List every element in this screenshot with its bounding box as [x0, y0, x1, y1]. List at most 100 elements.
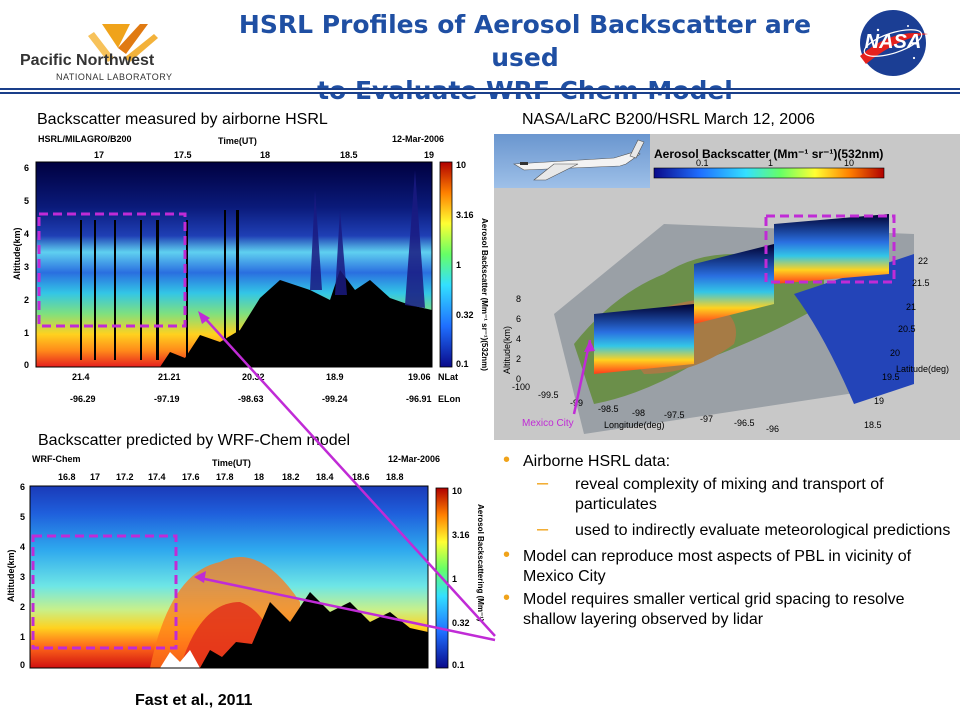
3d-cbar-tick: 0.1 — [696, 158, 709, 168]
wrf-y-tick: 4 — [20, 542, 25, 552]
hsrl-time-tick: 18 — [260, 150, 270, 160]
caption-3d: NASA/LaRC B200/HSRL March 12, 2006 — [522, 111, 815, 128]
3d-lat-tick: 21 — [906, 302, 916, 312]
hsrl-y-tick: 3 — [24, 262, 29, 272]
hsrl-data-gaps — [80, 210, 239, 360]
3d-alt-tick: 0 — [516, 374, 521, 384]
3d-highlight-box — [764, 214, 896, 284]
wrf-id-label: WRF-Chem — [32, 454, 81, 464]
caption-hsrl: Backscatter measured by airborne HSRL — [37, 111, 328, 128]
wrf-y-tick: 3 — [20, 572, 25, 582]
nasa-wordmark: NASA — [864, 31, 922, 53]
wrf-cbar-tick: 3.16 — [452, 530, 470, 540]
dash-icon: – — [537, 518, 549, 540]
nasa-logo: NASA — [852, 8, 934, 78]
wrf-terrain-mask — [160, 650, 200, 668]
hsrl-curtain-plot: HSRL/MILAGRO/B200 Time(UT) 12-Mar-2006 1… — [10, 130, 495, 415]
bullet-grid-spacing: • Model requires smaller vertical grid s… — [497, 587, 957, 630]
wrf-cbar-tick: 10 — [452, 486, 462, 496]
3d-curtain-mid — [694, 244, 774, 324]
3d-curtain-south — [594, 304, 694, 374]
wrf-time-label: Time(UT) — [212, 458, 251, 468]
wrf-time-tick: 17.2 — [116, 472, 134, 482]
3d-lon-tick: -96.5 — [734, 418, 755, 428]
bullet-pbl: • Model can reproduce most aspects of PB… — [497, 545, 957, 587]
sub-bullet-text: reveal complexity of mixing and transpor… — [575, 476, 884, 513]
hsrl-lon-tick: -99.24 — [322, 394, 348, 404]
hsrl-cbar-tick: 0.32 — [456, 310, 474, 320]
3d-alt-tick: 6 — [516, 314, 521, 324]
hsrl-lat-tick: 21.4 — [72, 372, 90, 382]
hsrl-y-tick: 4 — [24, 229, 29, 239]
hsrl-cbar-tick: 0.1 — [456, 359, 469, 369]
3d-lat-tick: 22 — [918, 256, 928, 266]
wrf-y-tick: 0 — [20, 660, 25, 670]
hsrl-3d-curtain-view: Aerosol Backscatter (Mm⁻¹ sr⁻¹)(532nm) 0… — [494, 134, 960, 440]
wrf-cbar-tick: 0.32 — [452, 618, 470, 628]
sub-bullet-text: used to indirectly evaluate meteorologic… — [575, 522, 951, 539]
hsrl-cbar-tick: 3.16 — [456, 210, 474, 220]
wrf-time-tick: 18.8 — [386, 472, 404, 482]
hsrl-time-tick: 19 — [424, 150, 434, 160]
3d-cbar-tick: 1 — [768, 158, 773, 168]
header-rule — [0, 88, 960, 94]
pnnl-emblem-icon — [88, 24, 158, 62]
3d-lon-tick: -99.5 — [538, 390, 559, 400]
3d-cbar-tick: 10 — [844, 158, 854, 168]
hsrl-id-label: HSRL/MILAGRO/B200 — [38, 134, 132, 144]
hsrl-y-tick: 5 — [24, 196, 29, 206]
wrf-time-tick: 18.6 — [352, 472, 370, 482]
hsrl-y-tick: 1 — [24, 328, 29, 338]
bullet-hsrl-data: • Airborne HSRL data: — [497, 449, 957, 472]
3d-lat-tick: 19.5 — [882, 372, 900, 382]
b200-aircraft-photo — [494, 134, 650, 188]
hsrl-y-tick: 0 — [24, 360, 29, 370]
pnnl-name: Pacific Northwest — [20, 52, 155, 69]
hsrl-lon-tick: -96.29 — [70, 394, 96, 404]
3d-gulf-water — [794, 254, 914, 404]
wrf-y-tick: 2 — [20, 602, 25, 612]
hsrl-cbar-tick: 10 — [456, 160, 466, 170]
bullet-text: Model can reproduce most aspects of PBL … — [523, 548, 912, 585]
3d-lon-tick: -98.5 — [598, 404, 619, 414]
bullet-dot-icon: • — [503, 449, 511, 471]
hsrl-lat-tick: 19.06 — [408, 372, 431, 382]
hsrl-lon-tick: -96.91 — [406, 394, 432, 404]
wrf-y-label: Altitude(km) — [6, 550, 16, 603]
3d-lon-tick: -96 — [766, 424, 779, 434]
3d-city-label: Mexico City — [522, 418, 574, 429]
citation: Fast et al., 2011 — [135, 692, 253, 709]
3d-lat-tick: 21.5 — [912, 278, 930, 288]
3d-alt-tick: 8 — [516, 294, 521, 304]
3d-alt-tick: 4 — [516, 334, 521, 344]
hsrl-lon-tick: -97.19 — [154, 394, 180, 404]
wrf-time-tick: 18 — [254, 472, 264, 482]
dash-icon: – — [537, 472, 549, 494]
wrf-time-tick: 17.6 — [182, 472, 200, 482]
3d-lon-tick: -100 — [512, 382, 530, 392]
hsrl-time-tick: 17 — [94, 150, 104, 160]
hsrl-cbar-tick: 1 — [456, 260, 461, 270]
hsrl-highlight-box — [37, 212, 187, 328]
3d-lon-label: Longitude(deg) — [604, 420, 665, 430]
3d-lat-tick: 18.5 — [864, 420, 882, 430]
3d-altitude-label: Altitude(km) — [502, 326, 512, 374]
wrf-time-tick: 17 — [90, 472, 100, 482]
hsrl-date: 12-Mar-2006 — [392, 134, 444, 144]
pnnl-logo: Pacific Northwest NATIONAL LABORATORY — [14, 18, 204, 82]
bullet-dot-icon: • — [503, 587, 511, 609]
wrf-highlight-box — [31, 534, 178, 650]
3d-lon-tick: -98 — [632, 408, 645, 418]
wrf-y-tick: 1 — [20, 632, 25, 642]
3d-city-arrow — [572, 339, 592, 415]
3d-lon-tick: -97 — [700, 414, 713, 424]
wrf-time-tick: 18.4 — [316, 472, 334, 482]
wrf-city-label: Mexico City — [266, 626, 313, 636]
hsrl-time-label: Time(UT) — [218, 136, 257, 146]
hsrl-city-label: Mexico City — [266, 311, 313, 321]
hsrl-y-label: Altitude(km) — [12, 228, 22, 281]
wrf-date: 12-Mar-2006 — [388, 454, 440, 464]
hsrl-lat-label: NLat — [438, 372, 458, 382]
caption-wrf: Backscatter predicted by WRF-Chem model — [38, 432, 351, 449]
